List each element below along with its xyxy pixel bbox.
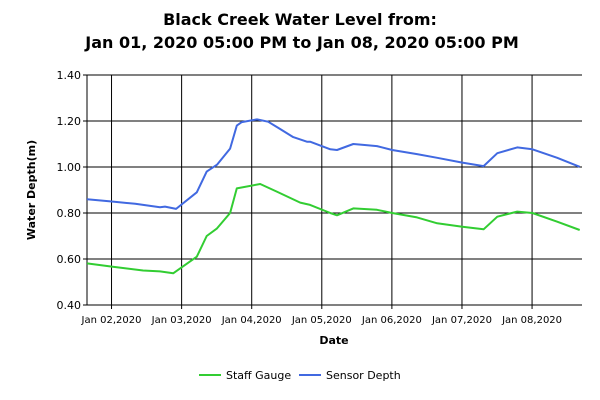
x-tick-label: Jan 05,2020 [291,315,352,326]
chart-title-line-2: Jan 01, 2020 05:00 PM to Jan 08, 2020 05… [84,33,519,52]
chart-title-line-1: Black Creek Water Level from: [163,10,437,29]
legend-label-sensor-depth: Sensor Depth [326,369,401,382]
x-axis-label: Date [319,334,348,347]
x-tick-label: Jan 08,2020 [501,315,562,326]
legend: Staff Gauge Sensor Depth [199,369,401,382]
y-axis-label: Water Depth(m) [25,140,38,240]
y-tick-label: 0.40 [57,299,82,312]
gridlines [83,74,582,309]
series-lines [86,118,581,275]
y-tick-label: 0.80 [57,207,82,220]
x-tick-label: Jan 03,2020 [151,315,212,326]
y-tick-label: 0.60 [57,253,82,266]
y-axis-ticks: 0.40 0.60 0.80 1.00 1.20 1.40 [57,69,82,312]
y-tick-label: 1.00 [57,161,82,174]
y-tick-label: 1.40 [57,69,82,82]
x-tick-label: Jan 02,2020 [81,315,142,326]
x-tick-label: Jan 04,2020 [221,315,282,326]
x-tick-label: Jan 07,2020 [431,315,492,326]
series-line-staff-gauge [86,183,581,275]
legend-label-staff-gauge: Staff Gauge [226,369,291,382]
x-axis-ticks: Jan 02,2020 Jan 03,2020 Jan 04,2020 Jan 05,… [81,315,562,326]
series-line-sensor-depth [86,118,581,210]
y-tick-label: 1.20 [57,115,82,128]
x-tick-label: Jan 06,2020 [361,315,422,326]
